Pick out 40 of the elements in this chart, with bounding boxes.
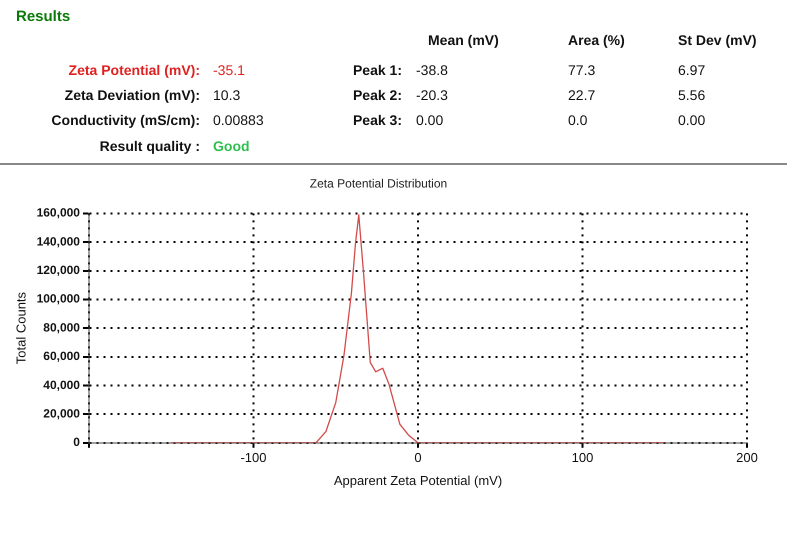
text: Results <box>16 8 70 25</box>
text: 6.97 <box>678 62 706 78</box>
chart-title: Zeta Potential Distribution <box>310 176 448 191</box>
text: 0.00883 <box>213 112 264 128</box>
text: 0.00 <box>416 112 444 128</box>
text: Mean (mV) <box>428 32 499 48</box>
text: -35.1 <box>213 62 245 78</box>
y-tick-label: 80,000 <box>43 320 80 334</box>
text: Conductivity (mS/cm): <box>51 112 200 128</box>
text: Good <box>213 138 250 154</box>
text: -38.8 <box>416 62 448 78</box>
text: 0.00 <box>678 112 706 128</box>
text: Zeta Deviation (mV): <box>64 87 200 103</box>
text: 5.56 <box>678 87 706 103</box>
y-tick-label: 0 <box>73 435 80 450</box>
y-tick-label: 140,000 <box>36 234 80 248</box>
x-tick-label: -100 <box>240 450 266 466</box>
x-tick-label: 200 <box>736 450 758 466</box>
text: 22.7 <box>568 87 596 103</box>
y-tick-label: 120,000 <box>36 263 80 278</box>
text: Zeta Potential (mV): <box>68 62 200 78</box>
y-axis-title: Total Counts <box>13 291 28 364</box>
text: -20.3 <box>416 87 448 103</box>
y-tick-label: 160,000 <box>36 206 80 220</box>
text: 0.0 <box>568 112 588 128</box>
text: 77.3 <box>568 62 596 78</box>
y-tick-label: 20,000 <box>43 406 80 420</box>
y-tick-label: 100,000 <box>36 292 80 306</box>
x-tick-label: 0 <box>414 450 422 466</box>
text: 10.3 <box>213 87 240 103</box>
text: Peak 2: <box>352 87 402 103</box>
text: Peak 3: <box>352 112 402 128</box>
x-axis-title: Apparent Zeta Potential (mV) <box>334 472 502 488</box>
x-tick-label: 100 <box>572 450 594 466</box>
text: St Dev (mV) <box>678 32 757 48</box>
y-tick-label: 40,000 <box>43 378 80 392</box>
text: Result quality : <box>100 138 200 154</box>
text: Area (%) <box>568 32 625 48</box>
y-tick-label: 60,000 <box>43 349 80 364</box>
text: Peak 1: <box>352 62 402 78</box>
